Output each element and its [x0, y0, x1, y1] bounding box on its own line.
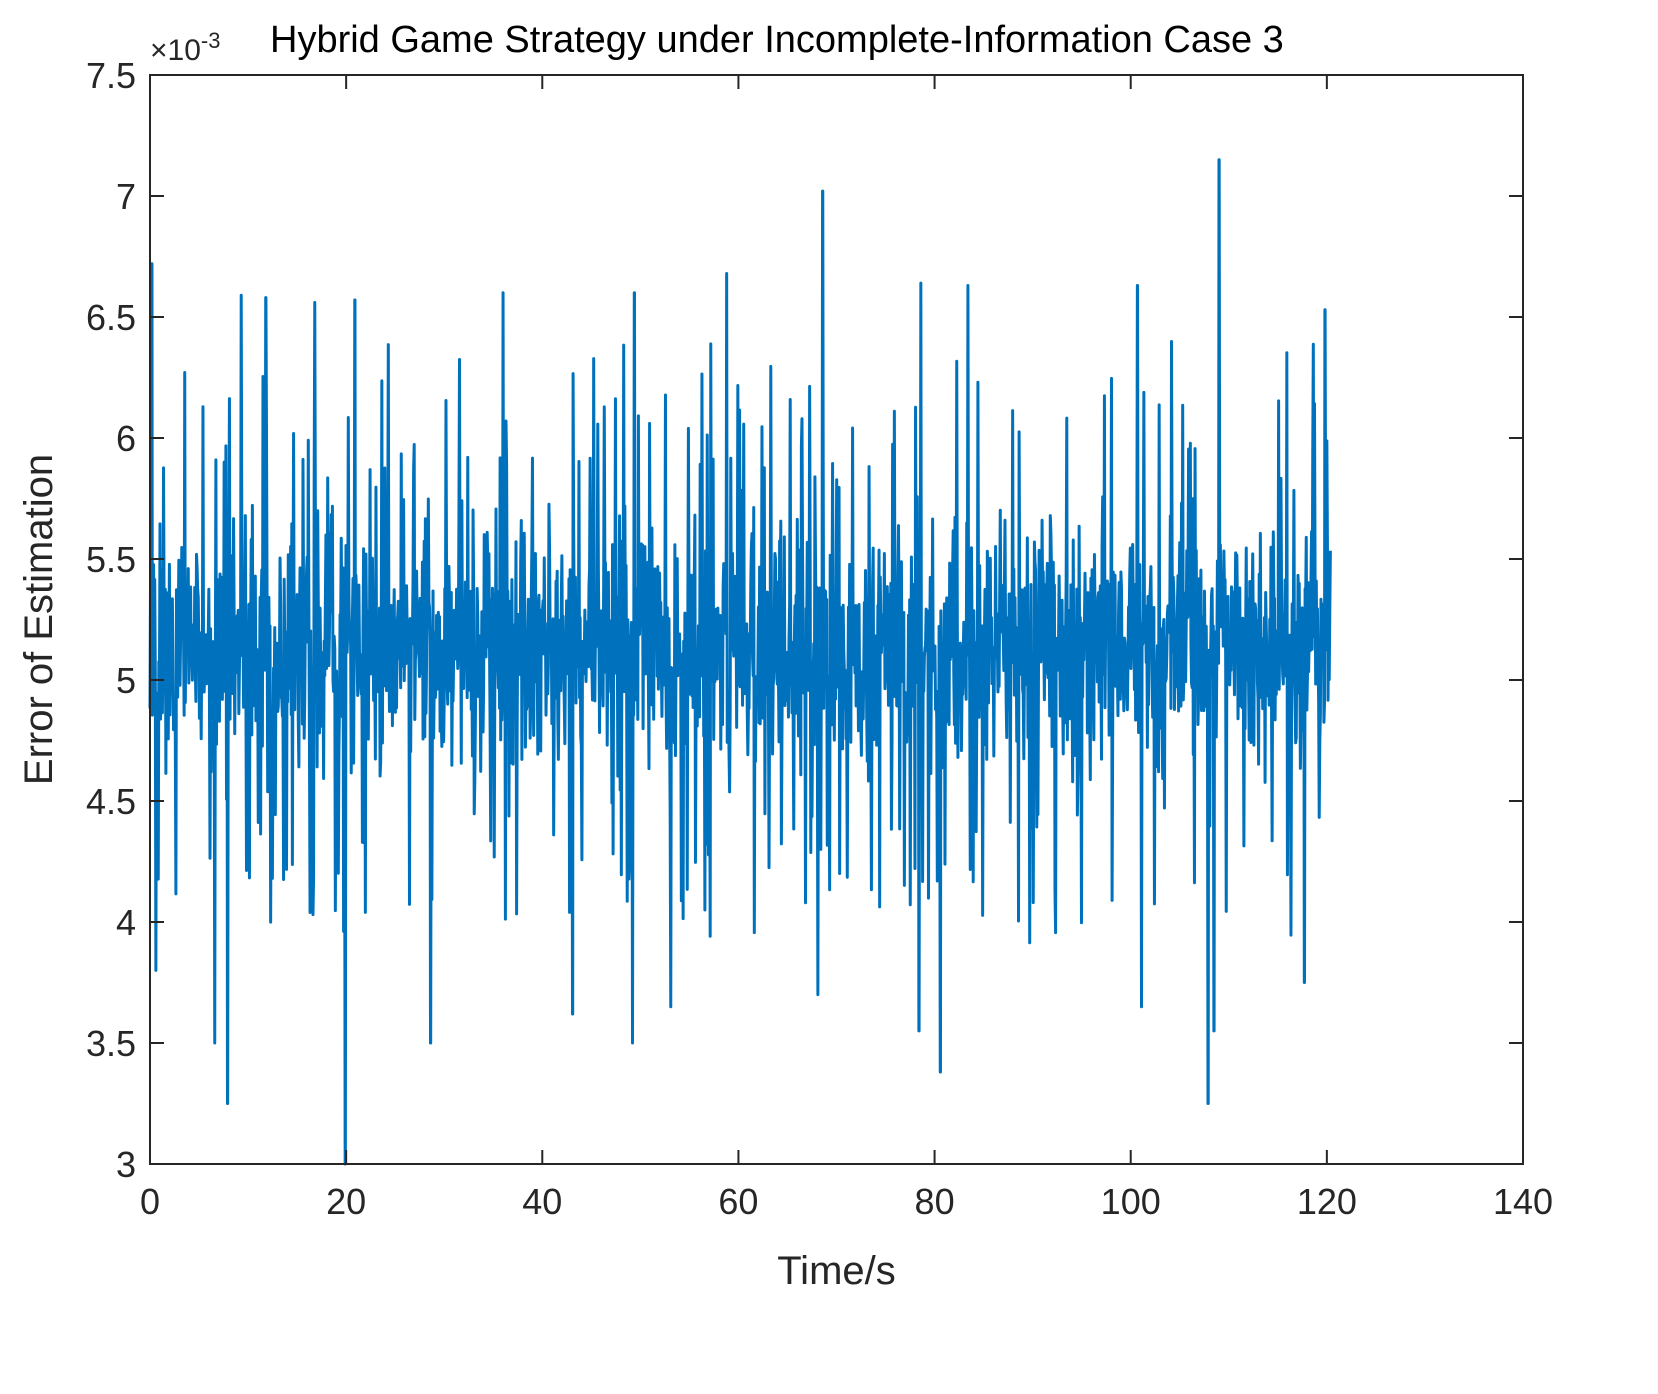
y-tick-label: 6.5 [86, 297, 136, 338]
y-tick-label: 7 [116, 176, 136, 217]
series-line [148, 158, 1332, 1166]
x-tick-label: 40 [522, 1181, 562, 1222]
y-tick-label: 5.5 [86, 539, 136, 580]
plot-box [149, 74, 1524, 1165]
y-tick-label: 4.5 [86, 781, 136, 822]
chart-title: Hybrid Game Strategy under Incomplete-In… [270, 19, 1284, 61]
x-tick-label: 60 [718, 1181, 758, 1222]
y-multiplier-exponent: -3 [201, 28, 221, 53]
y-tick-label: 6 [116, 418, 136, 459]
y-tick-label: 4 [116, 902, 136, 943]
x-tick-label: 120 [1297, 1181, 1357, 1222]
x-axis-label: Time/s [777, 1249, 896, 1293]
x-tick-label: 100 [1101, 1181, 1161, 1222]
y-multiplier-base: ×10 [150, 34, 201, 67]
series-layer [148, 158, 1332, 1166]
x-axis-ticks: 0 20 40 60 80 100 120 140 [140, 75, 1553, 1222]
x-tick-label: 140 [1493, 1181, 1553, 1222]
y-tick-label: 3 [116, 1144, 136, 1185]
y-axis-multiplier: ×10-3 [150, 28, 220, 67]
y-tick-label: 5 [116, 660, 136, 701]
y-axis-ticks: 3 3.5 4 4.5 5 5.5 6 6.5 7 7.5 [86, 55, 1523, 1185]
x-tick-label: 0 [140, 1181, 160, 1222]
x-tick-label: 80 [915, 1181, 955, 1222]
y-tick-label: 7.5 [86, 55, 136, 96]
y-tick-label: 3.5 [86, 1023, 136, 1064]
y-axis-label: Error of Estimation [17, 454, 61, 785]
x-tick-label: 20 [326, 1181, 366, 1222]
